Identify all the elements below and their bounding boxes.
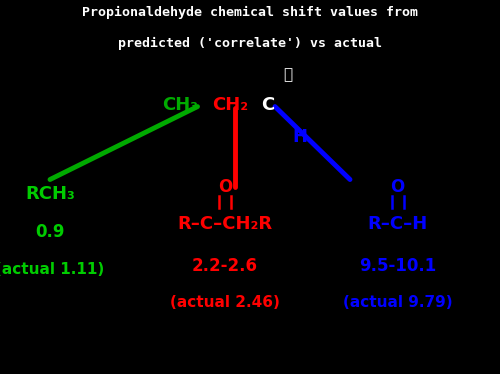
Text: Propionaldehyde chemical shift values from: Propionaldehyde chemical shift values fr… — [82, 6, 418, 19]
Text: C: C — [261, 96, 274, 114]
Text: (actual 2.46): (actual 2.46) — [170, 295, 280, 310]
Text: R–C–CH₂R: R–C–CH₂R — [178, 215, 272, 233]
Text: 9.5-10.1: 9.5-10.1 — [359, 257, 436, 275]
Text: H: H — [292, 128, 308, 145]
Text: 2.2-2.6: 2.2-2.6 — [192, 257, 258, 275]
Text: predicted ('correlate') vs actual: predicted ('correlate') vs actual — [118, 37, 382, 50]
Text: R–C–H: R–C–H — [368, 215, 428, 233]
Text: CH₂: CH₂ — [212, 96, 248, 114]
Text: (actual 1.11): (actual 1.11) — [0, 262, 104, 277]
Text: O: O — [390, 178, 404, 196]
Text: O: O — [218, 178, 232, 196]
Text: CH₃: CH₃ — [162, 96, 198, 114]
Text: RCH₃: RCH₃ — [25, 186, 75, 203]
Text: ⓞ: ⓞ — [283, 67, 292, 82]
Text: 0.9: 0.9 — [35, 223, 65, 241]
Text: (actual 9.79): (actual 9.79) — [342, 295, 452, 310]
